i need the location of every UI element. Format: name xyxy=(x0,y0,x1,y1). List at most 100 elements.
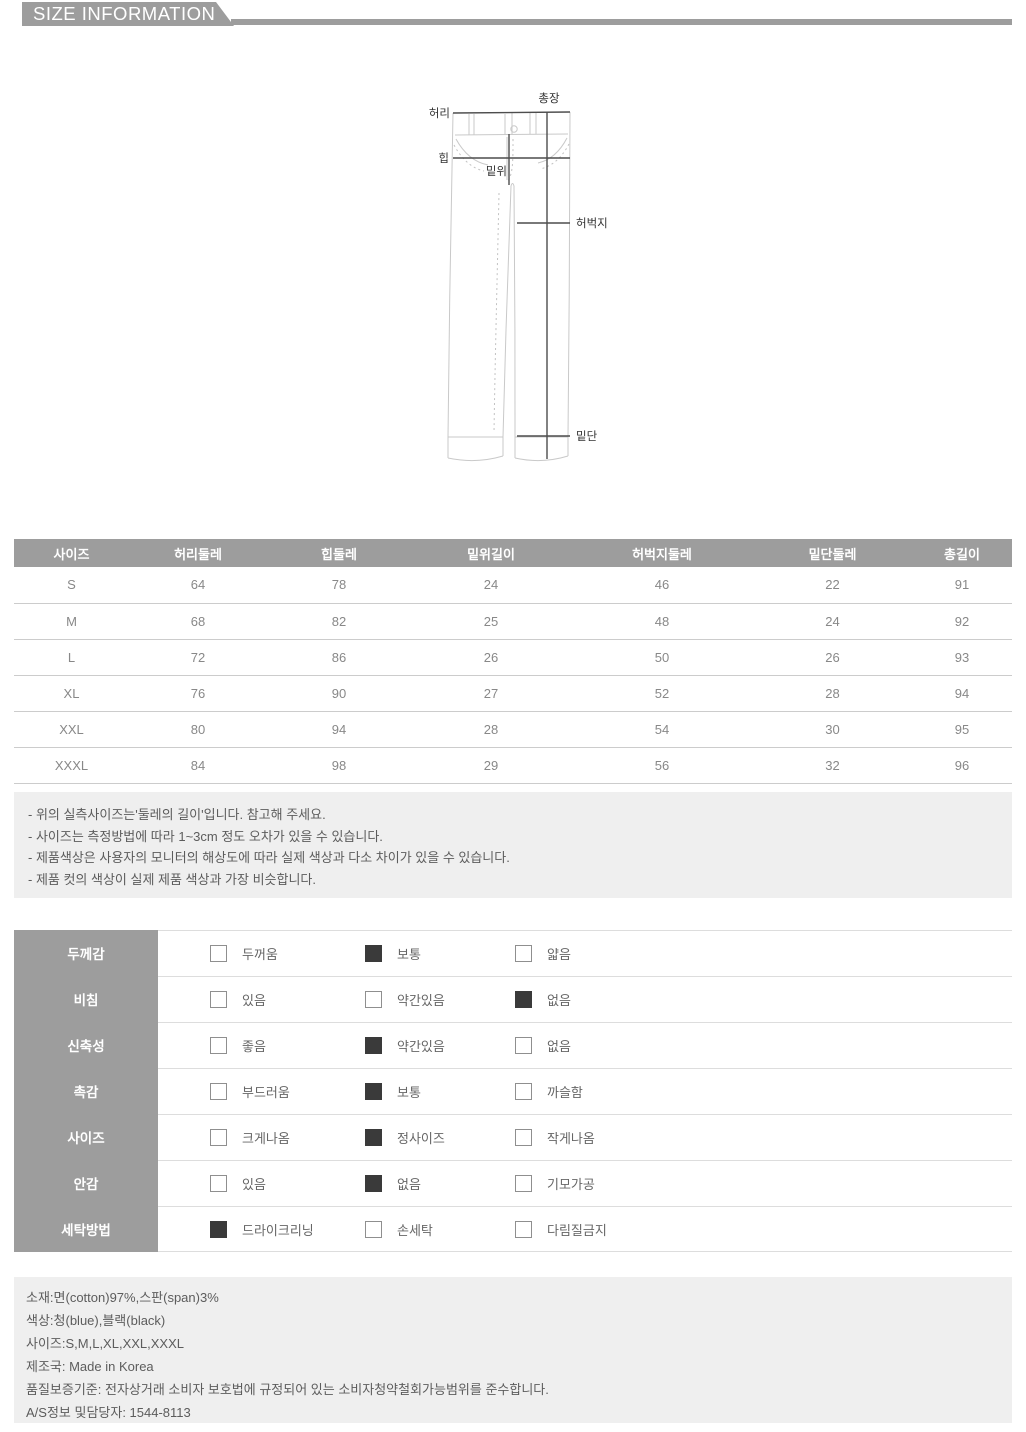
property-row: 촉감 부드러움 보통 까슬함 xyxy=(14,1068,1012,1114)
option-label: 드라이크리닝 xyxy=(242,1222,314,1238)
property-option: 보통 xyxy=(365,944,515,963)
column-header: 허리둘레 xyxy=(129,539,267,567)
option-label: 보통 xyxy=(397,947,421,962)
property-option: 약간있음 xyxy=(365,1036,515,1055)
table-row: XXL 80 94 28 54 30 95 xyxy=(14,711,1012,748)
rise-label: 밑위 xyxy=(486,165,507,178)
column-header: 사이즈 xyxy=(14,539,129,567)
size-label-cell: XXL xyxy=(14,711,129,748)
property-option: 없음 xyxy=(515,990,571,1009)
checkbox-unchecked-icon xyxy=(365,991,382,1008)
property-options: 부드러움 보통 까슬함 xyxy=(158,1068,1012,1114)
option-label: 크게나옴 xyxy=(242,1131,290,1146)
checkbox-unchecked-icon xyxy=(210,1037,227,1054)
property-row: 두께감 두꺼움 보통 얇음 xyxy=(14,930,1012,976)
property-option: 정사이즈 xyxy=(365,1128,515,1147)
option-label: 있음 xyxy=(242,993,266,1008)
property-option: 다림질금지 xyxy=(515,1220,607,1239)
checkbox-unchecked-icon xyxy=(210,945,227,962)
diagram-labels: 허리 총장 힙 밑위 허벅지 밑단 xyxy=(429,92,608,443)
option-label: 없음 xyxy=(397,1177,421,1192)
measurement-cell: 30 xyxy=(753,711,912,748)
checkbox-unchecked-icon xyxy=(210,1175,227,1192)
measurement-cell: 68 xyxy=(129,603,267,640)
property-label: 비침 xyxy=(14,976,158,1022)
option-label: 없음 xyxy=(547,993,571,1008)
property-row: 세탁방법 드라이크리닝 손세탁 다림질금지 xyxy=(14,1206,1012,1252)
option-label: 정사이즈 xyxy=(397,1131,445,1146)
column-header: 힙둘레 xyxy=(267,539,411,567)
measurement-cell: 95 xyxy=(912,711,1012,748)
notes-box: - 위의 실측사이즈는'둘레의 길이'입니다. 참고해 주세요. - 사이즈는 측… xyxy=(14,792,1012,898)
waist-label: 허리 xyxy=(429,107,450,120)
property-options: 있음 약간있음 없음 xyxy=(158,976,1012,1022)
column-header: 허벅지둘레 xyxy=(571,539,753,567)
property-label: 신축성 xyxy=(14,1022,158,1068)
property-options: 좋음 약간있음 없음 xyxy=(158,1022,1012,1068)
measurement-cell: 52 xyxy=(571,675,753,712)
option-label: 손세탁 xyxy=(397,1222,433,1238)
measurement-cell: 72 xyxy=(129,639,267,676)
product-info-line: 제조국: Made in Korea xyxy=(26,1359,154,1374)
checkbox-unchecked-icon xyxy=(515,1175,532,1192)
checkbox-unchecked-icon xyxy=(210,1129,227,1146)
size-table-header-row: 사이즈 허리둘레 힙둘레 밑위길이 허벅지둘레 밑단둘레 총길이 xyxy=(14,539,1012,567)
pants-outline xyxy=(447,111,571,462)
size-table-body: S 64 78 24 46 22 91 M 68 82 25 48 24 92 L 72 86 26 50 26 93 X… xyxy=(14,567,1012,784)
table-row: XL 76 90 27 52 28 94 xyxy=(14,675,1012,712)
size-label-cell: S xyxy=(14,567,129,604)
column-header: 밑단둘레 xyxy=(753,539,912,567)
property-option: 부드러움 xyxy=(210,1082,365,1101)
checkbox-unchecked-icon xyxy=(515,1129,532,1146)
property-option: 약간있음 xyxy=(365,990,515,1009)
measurement-cell: 90 xyxy=(267,675,411,712)
option-label: 보통 xyxy=(397,1085,421,1100)
checkbox-unchecked-icon xyxy=(515,945,532,962)
checkbox-checked-icon xyxy=(515,991,532,1008)
measurement-cell: 56 xyxy=(571,747,753,784)
option-label: 작게나옴 xyxy=(547,1131,595,1146)
measurement-cell: 78 xyxy=(267,567,411,604)
property-row: 신축성 좋음 약간있음 없음 xyxy=(14,1022,1012,1068)
measurement-cell: 92 xyxy=(912,603,1012,640)
measurement-cell: 93 xyxy=(912,639,1012,676)
product-info-line: A/S정보 및담당자: 1544-8113 xyxy=(26,1405,191,1420)
pants-measurement-diagram: 허리 총장 힙 밑위 허벅지 밑단 xyxy=(429,92,608,462)
option-label: 좋음 xyxy=(242,1039,266,1054)
property-option: 얇음 xyxy=(515,944,571,963)
property-option: 보통 xyxy=(365,1082,515,1101)
property-label: 안감 xyxy=(14,1160,158,1206)
checkbox-checked-icon xyxy=(365,945,382,962)
note-line: - 제품 컷의 색상이 실제 제품 색상과 가장 비슷합니다. xyxy=(28,871,316,887)
measurement-cell: 86 xyxy=(267,639,411,676)
property-option: 기모가공 xyxy=(515,1174,595,1193)
property-option: 없음 xyxy=(515,1036,571,1055)
table-row: L 72 86 26 50 26 93 xyxy=(14,639,1012,676)
property-label: 세탁방법 xyxy=(14,1206,158,1252)
product-info-line: 소재:면(cotton)97%,스판(span)3% xyxy=(26,1290,219,1305)
property-row: 사이즈 크게나옴 정사이즈 작게나옴 xyxy=(14,1114,1012,1160)
property-options: 두꺼움 보통 얇음 xyxy=(158,930,1012,976)
measurement-cell: 80 xyxy=(129,711,267,748)
table-row: XXXL 84 98 29 56 32 96 xyxy=(14,747,1012,784)
option-label: 없음 xyxy=(547,1039,571,1054)
option-label: 있음 xyxy=(242,1177,266,1192)
measurement-cell: 26 xyxy=(411,639,571,676)
property-option: 까슬함 xyxy=(515,1082,583,1101)
option-label: 다림질금지 xyxy=(547,1222,607,1238)
property-option: 드라이크리닝 xyxy=(210,1220,365,1239)
property-options: 크게나옴 정사이즈 작게나옴 xyxy=(158,1114,1012,1160)
measurement-cell: 22 xyxy=(753,567,912,604)
property-row: 비침 있음 약간있음 없음 xyxy=(14,976,1012,1022)
checkbox-unchecked-icon xyxy=(515,1037,532,1054)
size-label-cell: XXXL xyxy=(14,747,129,784)
property-label: 두께감 xyxy=(14,930,158,976)
measurement-cell: 96 xyxy=(912,747,1012,784)
note-line: - 위의 실측사이즈는'둘레의 길이'입니다. 참고해 주세요. xyxy=(28,807,326,822)
property-option: 있음 xyxy=(210,990,365,1009)
hem-label: 밑단 xyxy=(576,430,598,443)
measurement-cell: 94 xyxy=(267,711,411,748)
property-option: 크게나옴 xyxy=(210,1128,365,1147)
table-row: S 64 78 24 46 22 91 xyxy=(14,567,1012,604)
